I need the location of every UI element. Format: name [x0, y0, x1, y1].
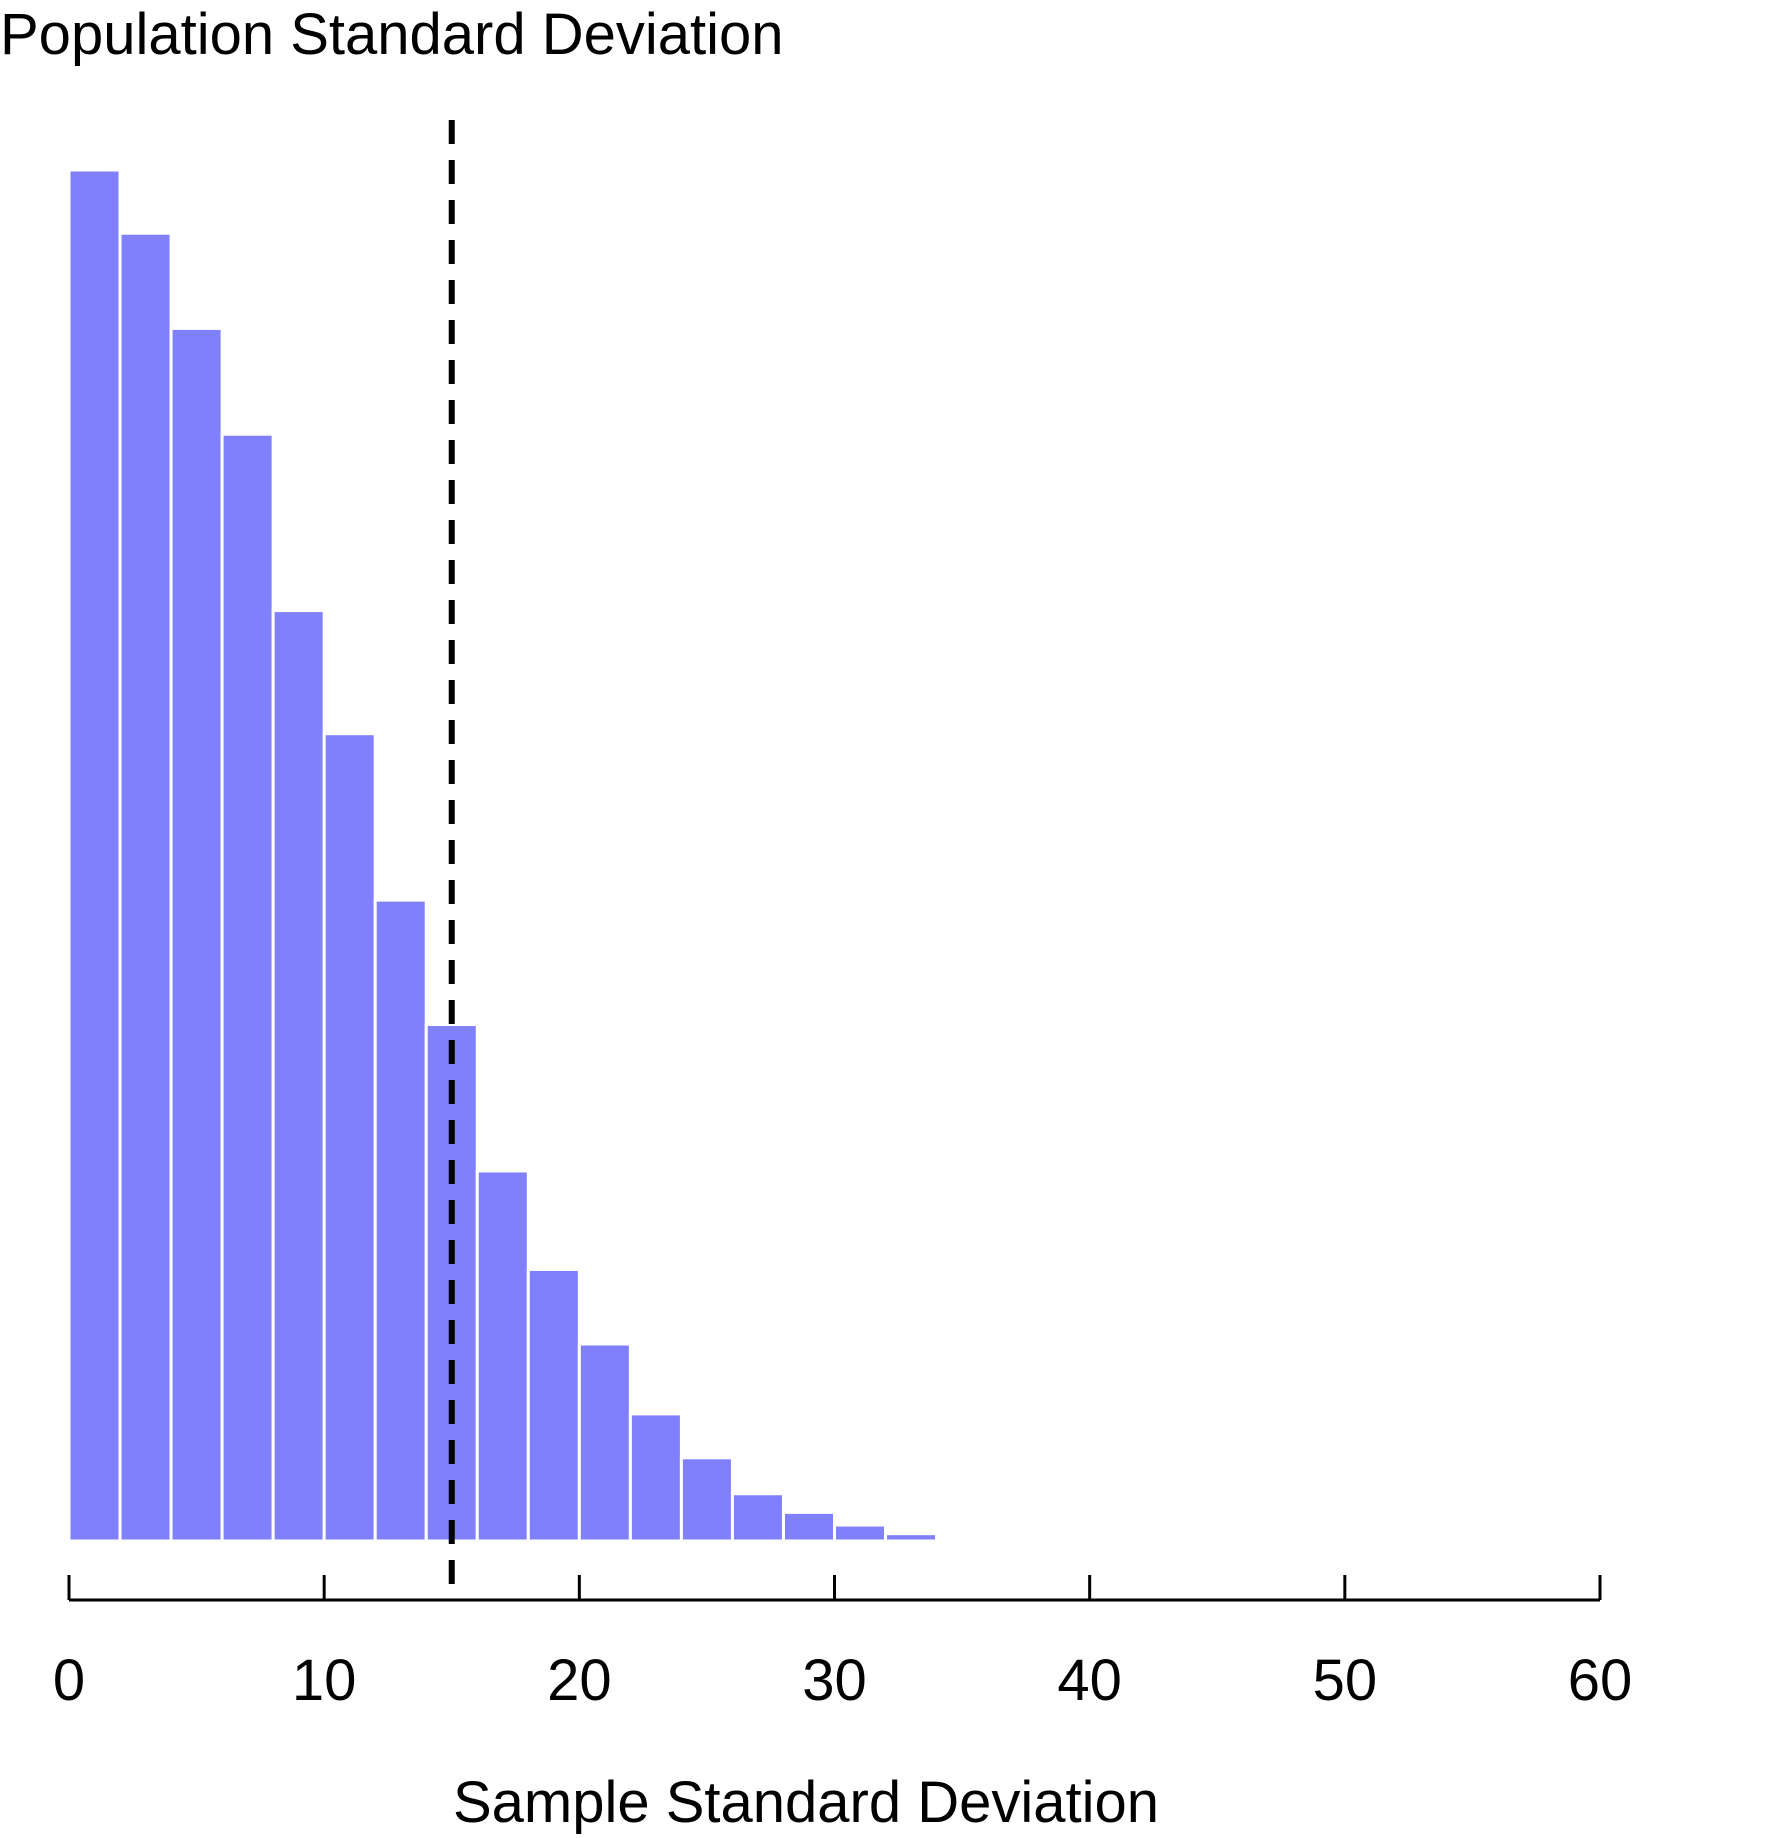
histogram-bar [730, 1492, 785, 1543]
x-axis-title: Sample Standard Deviation [453, 1770, 1159, 1835]
histogram-bar [271, 609, 326, 1543]
histogram-bar [373, 898, 428, 1543]
histogram-bar [781, 1510, 837, 1543]
x-tick-label: 20 [547, 1648, 612, 1713]
histogram-bar [833, 1523, 888, 1543]
histogram-bar [67, 168, 122, 1543]
histogram-bar [169, 326, 224, 1543]
population-sd-annotation: Population Standard Deviation [0, 2, 784, 67]
x-tick-label: 10 [292, 1648, 357, 1713]
histogram-bar [628, 1412, 683, 1543]
histogram-bar [577, 1342, 632, 1543]
x-tick-label: 60 [1568, 1648, 1633, 1713]
histogram-bar [118, 231, 173, 1543]
x-tick-label: 0 [53, 1648, 85, 1713]
histogram-bar [526, 1267, 581, 1543]
x-tick-label: 50 [1313, 1648, 1378, 1713]
x-axis: 0 10 20 30 40 50 60 [53, 1575, 1632, 1713]
histogram-bar [475, 1169, 530, 1543]
histogram-bar [220, 432, 275, 1543]
histogram-bar [935, 1538, 990, 1543]
histogram-bar [322, 732, 377, 1543]
histogram-bar [884, 1532, 939, 1543]
bars-group [67, 168, 990, 1543]
x-tick-label: 30 [802, 1648, 867, 1713]
x-tick-label: 40 [1057, 1648, 1122, 1713]
histogram-bar [679, 1456, 734, 1543]
